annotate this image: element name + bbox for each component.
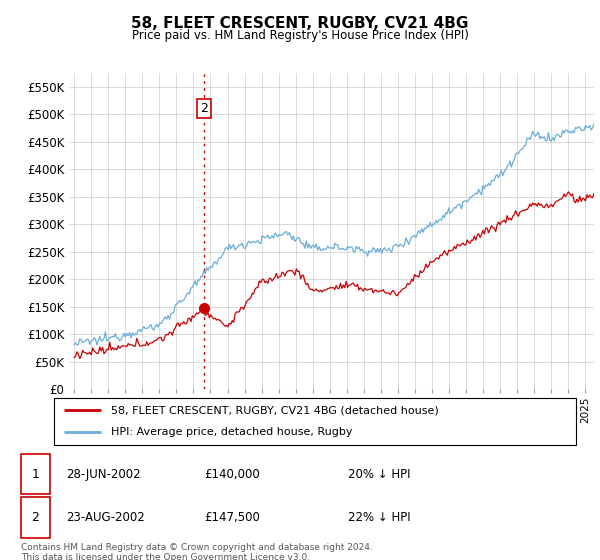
Text: Price paid vs. HM Land Registry's House Price Index (HPI): Price paid vs. HM Land Registry's House … <box>131 29 469 42</box>
Text: HPI: Average price, detached house, Rugby: HPI: Average price, detached house, Rugb… <box>112 427 353 437</box>
Text: Contains HM Land Registry data © Crown copyright and database right 2024.
This d: Contains HM Land Registry data © Crown c… <box>21 543 373 560</box>
FancyBboxPatch shape <box>21 454 50 494</box>
Text: 58, FLEET CRESCENT, RUGBY, CV21 4BG: 58, FLEET CRESCENT, RUGBY, CV21 4BG <box>131 16 469 31</box>
Text: 2: 2 <box>31 511 40 524</box>
FancyBboxPatch shape <box>54 398 576 445</box>
Text: 58, FLEET CRESCENT, RUGBY, CV21 4BG (detached house): 58, FLEET CRESCENT, RUGBY, CV21 4BG (det… <box>112 405 439 416</box>
Text: 20% ↓ HPI: 20% ↓ HPI <box>348 468 410 480</box>
Text: 28-JUN-2002: 28-JUN-2002 <box>66 468 140 480</box>
Text: 23-AUG-2002: 23-AUG-2002 <box>66 511 145 524</box>
Text: £147,500: £147,500 <box>204 511 260 524</box>
Text: £140,000: £140,000 <box>204 468 260 480</box>
FancyBboxPatch shape <box>21 497 50 538</box>
Text: 1: 1 <box>31 468 40 480</box>
Text: 2: 2 <box>200 102 208 115</box>
Text: 22% ↓ HPI: 22% ↓ HPI <box>348 511 410 524</box>
